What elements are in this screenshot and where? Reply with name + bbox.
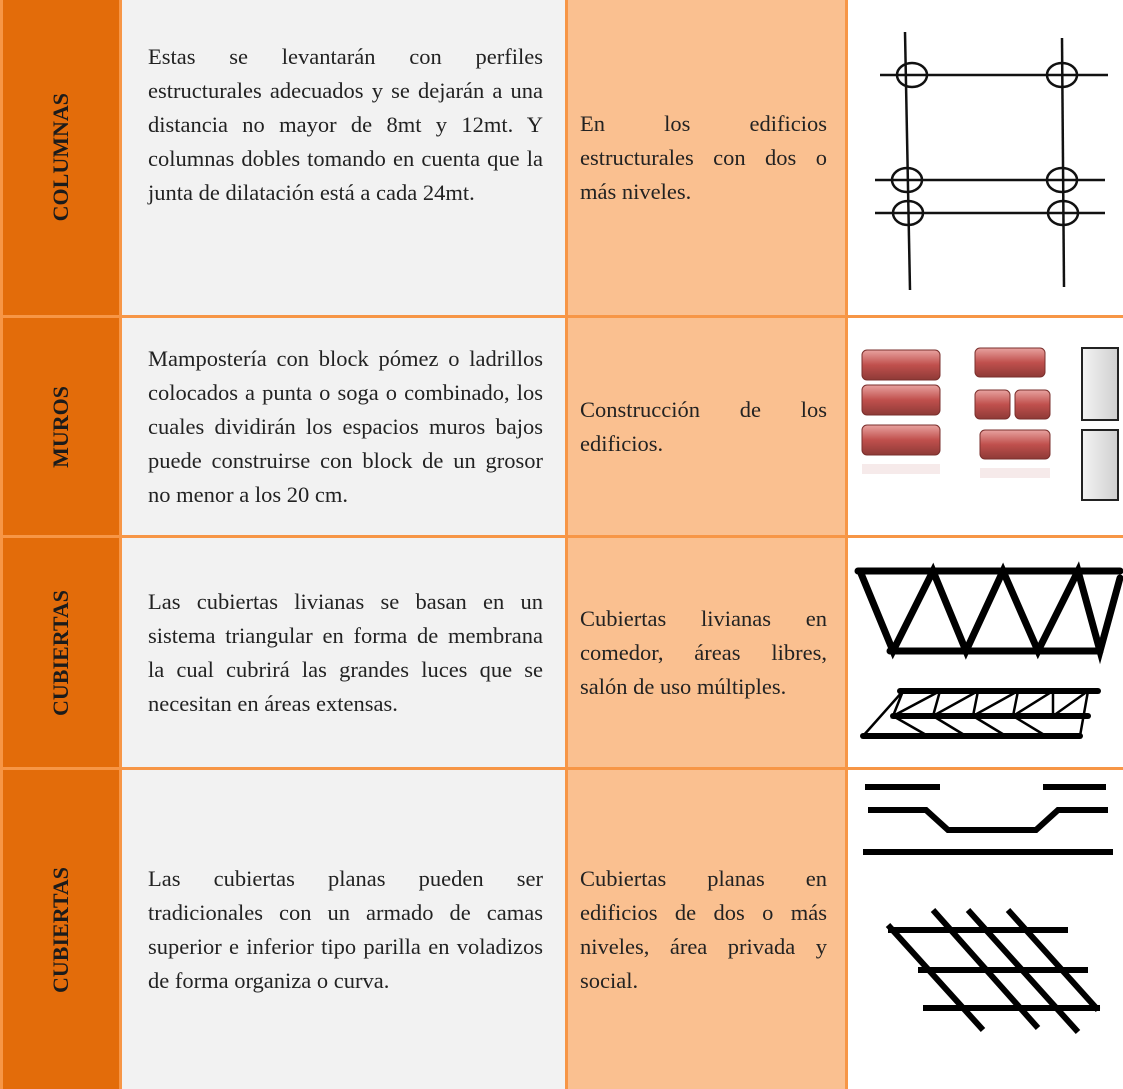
description-cell: Las cubiertas planas pueden ser tradicio… [122,770,568,1089]
row-header: CUBIERTAS [0,770,122,1089]
description: Mampostería con block pómez o ladrillos … [148,345,543,507]
image-cell [848,318,1123,538]
row-header: COLUMNAS [0,0,122,318]
use: Construcción de los edificios. [580,396,827,456]
description-cell: Mampostería con block pómez o ladrillos … [122,318,568,538]
columns-illustration [875,31,1108,291]
description: Las cubiertas planas pueden ser tradicio… [148,865,543,993]
use: Cubiertas planas en edificios de dos o m… [580,865,827,993]
use-cell: Cubiertas planas en edificios de dos o m… [568,770,848,1089]
description-cell: Estas se levantarán con perfiles estruct… [122,0,568,318]
row-label: MUROS [48,385,73,468]
use-cell: Cubiertas livianas en comedor, áreas lib… [568,538,848,770]
light-roof-illustration [854,561,1123,739]
description: Las cubiertas livianas se basan en un si… [148,588,543,716]
row-header: CUBIERTAS [0,538,122,770]
use-cell: Construcción de los edificios. [568,318,848,538]
walls-illustration [861,347,1119,501]
image-cell [848,770,1123,1089]
row-label: CUBIERTAS [48,866,73,993]
use: Cubiertas livianas en comedor, áreas lib… [580,605,827,699]
use: En los edificios estructurales con dos o… [580,110,827,204]
use-cell: En los edificios estructurales con dos o… [568,0,848,318]
description: Estas se levantarán con perfiles estruct… [148,44,543,205]
row-header: MUROS [0,318,122,538]
description-cell: Las cubiertas livianas se basan en un si… [122,538,568,770]
row-label: COLUMNAS [48,93,73,222]
row-label: CUBIERTAS [48,589,73,716]
image-cell [848,0,1123,318]
flat-roof-illustration [863,784,1113,1035]
image-cell [848,538,1123,770]
